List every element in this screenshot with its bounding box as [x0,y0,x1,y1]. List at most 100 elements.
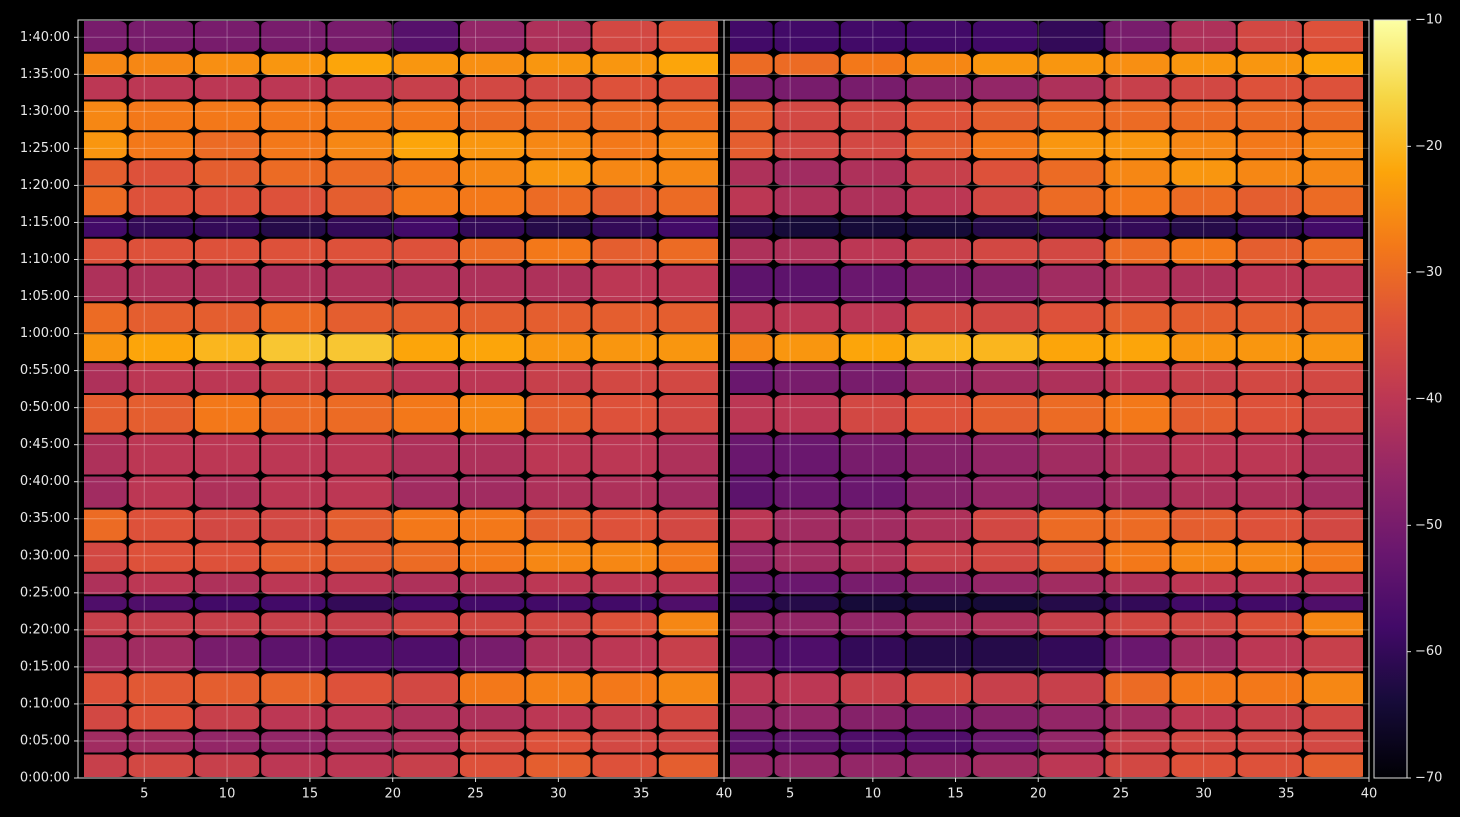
heat-cell [730,612,773,636]
x-tick-label: 20 [384,787,401,802]
heat-cell [194,101,260,131]
heat-cell [526,434,591,475]
heat-cell [730,476,773,508]
heat-cell [906,334,972,362]
heat-cell [1039,731,1104,753]
heat-cell [973,612,1038,636]
heat-cell [194,395,260,433]
heat-cell [194,573,260,595]
heat-cell [1105,731,1170,753]
heat-cell [658,434,718,475]
heat-cell [730,754,773,777]
heat-cell [261,612,326,636]
heat-cell [194,637,260,672]
heat-cell [658,21,718,52]
heat-cell [459,476,525,508]
heat-cell [730,187,773,216]
heat-cell [128,53,193,75]
heat-cell [393,76,458,100]
heat-cell [906,395,972,433]
y-tick-label: 0:40:00 [20,474,70,489]
heat-cell [973,434,1038,475]
heat-cell [526,187,591,216]
heat-cell [128,238,193,264]
heat-cell [327,76,392,100]
heat-cell [906,265,972,302]
heat-cell [327,265,392,302]
heat-cell [526,596,591,611]
x-tick-label: 40 [1361,787,1378,802]
heat-cell [973,187,1038,216]
heat-cell [1303,573,1363,595]
heat-cell [393,573,458,595]
heat-cell [973,238,1038,264]
colorbar-tick-label: −50 [1415,518,1442,533]
x-tick-label: 35 [1278,787,1295,802]
heat-cell [459,76,525,100]
heat-cell [459,395,525,433]
heat-cell [261,509,326,541]
heat-cell [393,132,458,159]
heat-cell [459,637,525,672]
heat-cell [840,509,905,541]
heat-cell [592,132,657,159]
heat-cell [84,132,127,159]
heat-cell [774,637,839,672]
y-tick-label: 0:20:00 [20,622,70,637]
heat-cell [459,21,525,52]
heat-cell [84,542,127,572]
heat-cell [128,637,193,672]
heat-cell [840,53,905,75]
heat-cell [526,21,591,52]
heat-cell [393,395,458,433]
heat-cell [973,705,1038,730]
heat-cell [1171,160,1236,186]
heat-cell [1105,53,1170,75]
heat-cell [1171,101,1236,131]
heat-cell [592,612,657,636]
x-tick-label: 10 [865,787,882,802]
heat-cell [327,573,392,595]
heat-cell [261,596,326,611]
heat-cell [393,673,458,704]
colorbar-tick-label: −10 [1415,13,1442,28]
heat-cell [459,303,525,333]
heat-cell [658,334,718,362]
heat-cell [730,705,773,730]
heat-cell [840,573,905,595]
heat-cell [1171,754,1236,777]
heat-cell [592,476,657,508]
heat-cell [526,53,591,75]
heat-cell [128,217,193,237]
heat-cell [592,76,657,100]
heat-cell [194,673,260,704]
heat-cell [1171,542,1236,572]
heat-cell [526,673,591,704]
heat-cell [526,573,591,595]
heat-cell [906,754,972,777]
y-tick-label: 1:40:00 [20,30,70,45]
heat-cell [906,363,972,394]
heat-cell [592,53,657,75]
heat-cell [128,160,193,186]
x-tick-label: 30 [1195,787,1212,802]
heat-cell [84,76,127,100]
heat-cell [1171,238,1236,264]
heat-cell [1105,334,1170,362]
heat-cell [592,637,657,672]
heat-cell [526,542,591,572]
heat-cell [774,334,839,362]
heat-cell [1303,217,1363,237]
heat-cell [973,596,1038,611]
heat-cell [973,101,1038,131]
heat-cell [1303,265,1363,302]
heat-cell [973,53,1038,75]
heat-cell [327,363,392,394]
heat-cell [1303,509,1363,541]
colorbar-tick-label: −30 [1415,265,1442,280]
heat-cell [840,705,905,730]
heat-cell [393,53,458,75]
heat-cell [393,754,458,777]
heat-cell [1039,476,1104,508]
heat-cell [1237,542,1302,572]
